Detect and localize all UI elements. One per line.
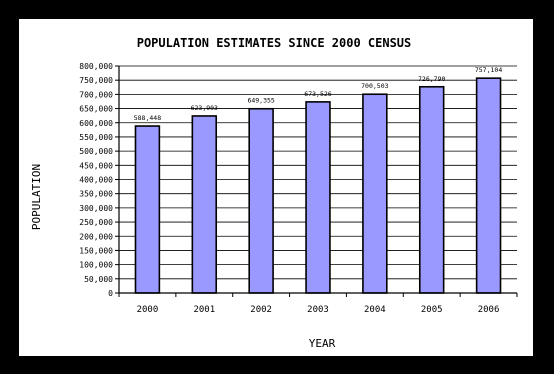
y-tick-label: 50,000 bbox=[84, 275, 113, 284]
y-tick-label: 350,000 bbox=[79, 190, 113, 199]
y-tick-label: 500,000 bbox=[79, 147, 113, 156]
y-tick-label: 300,000 bbox=[79, 204, 113, 213]
data-label-2001: 623,903 bbox=[191, 104, 218, 112]
bar-chart: POPULATION ESTIMATES SINCE 2000 CENSUS 0… bbox=[30, 36, 518, 350]
x-tick-label: 2002 bbox=[250, 305, 272, 315]
y-tick-label: 400,000 bbox=[79, 176, 113, 185]
chart-title: POPULATION ESTIMATES SINCE 2000 CENSUS bbox=[137, 36, 412, 50]
y-tick-label: 100,000 bbox=[79, 261, 113, 270]
y-tick-label: 700,000 bbox=[79, 90, 113, 99]
bar-2004 bbox=[362, 93, 388, 294]
y-tick-label: 600,000 bbox=[79, 119, 113, 128]
x-axis-title: YEAR bbox=[309, 337, 336, 350]
x-tick-label: 2000 bbox=[137, 305, 159, 315]
y-tick-label: 750,000 bbox=[79, 76, 113, 85]
axes bbox=[115, 65, 518, 297]
data-label-2004: 700,503 bbox=[361, 82, 388, 90]
bar-2002 bbox=[248, 107, 274, 294]
bar-2000 bbox=[134, 125, 161, 294]
y-tick-label: 800,000 bbox=[79, 62, 113, 71]
data-label-2002: 649,355 bbox=[247, 97, 274, 105]
data-label-2003: 673,526 bbox=[304, 90, 331, 98]
bars bbox=[134, 77, 502, 294]
x-tick-label: 2004 bbox=[364, 305, 386, 315]
x-tick-label: 2003 bbox=[307, 305, 329, 315]
bar-2001 bbox=[191, 115, 218, 294]
bar-2006 bbox=[475, 77, 502, 294]
y-tick-label: 250,000 bbox=[79, 218, 113, 227]
chart-panel: POPULATION ESTIMATES SINCE 2000 CENSUS 0… bbox=[19, 19, 533, 356]
x-tick-label: 2001 bbox=[193, 305, 215, 315]
bar-2005 bbox=[418, 85, 445, 294]
y-axis-title: POPULATION bbox=[30, 164, 43, 230]
y-tick-label: 450,000 bbox=[79, 161, 113, 170]
y-tick-label: 0 bbox=[108, 289, 113, 298]
y-tick-label: 200,000 bbox=[79, 232, 113, 241]
data-label-2000: 588,448 bbox=[134, 114, 161, 122]
y-tick-label: 150,000 bbox=[79, 246, 113, 255]
data-labels: 588,448 623,903 649,355 673,526 700,503 726,7… bbox=[134, 66, 503, 122]
y-tick-label: 550,000 bbox=[79, 133, 113, 142]
data-label-2005: 726,790 bbox=[418, 75, 445, 83]
y-tick-labels: 0 50,000 100,000 150,000 200,000 250,000 300,0… bbox=[79, 62, 113, 298]
bar-2003 bbox=[305, 101, 331, 294]
x-tick-labels: 2000 2001 2002 2003 2004 2005 2006 bbox=[137, 305, 500, 315]
data-label-2006: 757,104 bbox=[475, 66, 502, 74]
x-tick-label: 2006 bbox=[478, 305, 500, 315]
x-tick-label: 2005 bbox=[421, 305, 443, 315]
y-tick-label: 650,000 bbox=[79, 105, 113, 114]
